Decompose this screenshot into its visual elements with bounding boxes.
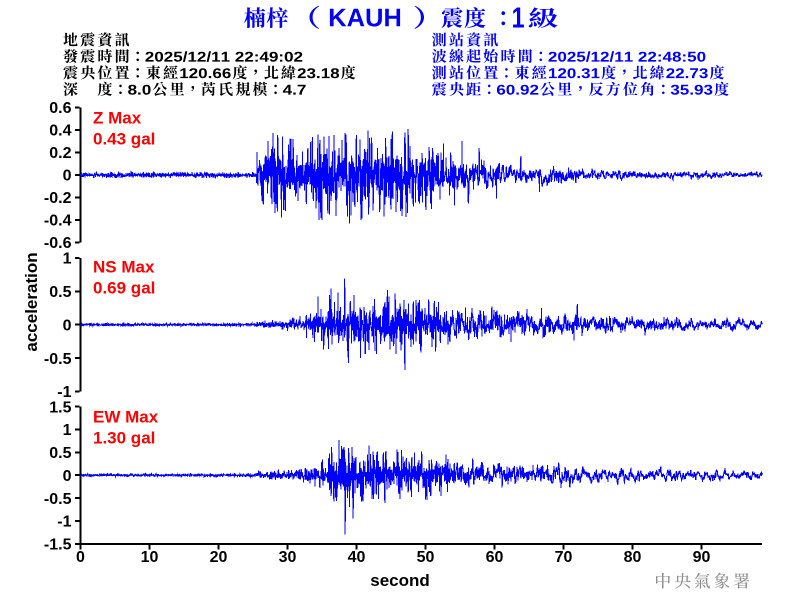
svg-text:-0.4: -0.4 xyxy=(44,213,72,230)
svg-text:-0.5: -0.5 xyxy=(44,491,72,508)
svg-text:1.5: 1.5 xyxy=(49,399,71,416)
svg-text:NS Max: NS Max xyxy=(93,258,155,277)
svg-text:-1: -1 xyxy=(57,384,71,401)
svg-text:0: 0 xyxy=(63,168,72,185)
svg-text:0.5: 0.5 xyxy=(49,445,71,462)
svg-text:-0.6: -0.6 xyxy=(44,235,72,252)
svg-text:20: 20 xyxy=(210,549,228,566)
svg-text:0.2: 0.2 xyxy=(49,145,71,162)
svg-text:1: 1 xyxy=(63,422,72,439)
svg-text:70: 70 xyxy=(555,549,573,566)
svg-text:-0.2: -0.2 xyxy=(44,190,72,207)
svg-text:50: 50 xyxy=(417,549,435,566)
svg-text:60: 60 xyxy=(486,549,504,566)
svg-text:0.43 gal: 0.43 gal xyxy=(93,130,155,149)
svg-text:80: 80 xyxy=(624,549,642,566)
svg-text:90: 90 xyxy=(693,549,711,566)
svg-text:1: 1 xyxy=(63,251,72,268)
svg-text:0.69 gal: 0.69 gal xyxy=(93,279,155,298)
svg-text:-1: -1 xyxy=(57,514,71,531)
svg-text:10: 10 xyxy=(141,549,159,566)
svg-text:0: 0 xyxy=(63,468,72,485)
svg-text:0.4: 0.4 xyxy=(49,123,71,140)
svg-text:Z Max: Z Max xyxy=(93,109,142,128)
svg-text:30: 30 xyxy=(279,549,297,566)
svg-text:second: second xyxy=(370,571,430,590)
svg-text:0: 0 xyxy=(63,317,72,334)
svg-text:acceleration: acceleration xyxy=(22,252,41,351)
svg-text:-0.5: -0.5 xyxy=(44,351,72,368)
svg-text:1.30 gal: 1.30 gal xyxy=(93,429,155,448)
svg-text:0.5: 0.5 xyxy=(49,284,71,301)
svg-text:EW Max: EW Max xyxy=(93,408,159,427)
svg-text:40: 40 xyxy=(348,549,366,566)
svg-text:0: 0 xyxy=(76,549,85,566)
svg-text:-1.5: -1.5 xyxy=(44,537,72,554)
svg-text:0.6: 0.6 xyxy=(49,100,71,117)
